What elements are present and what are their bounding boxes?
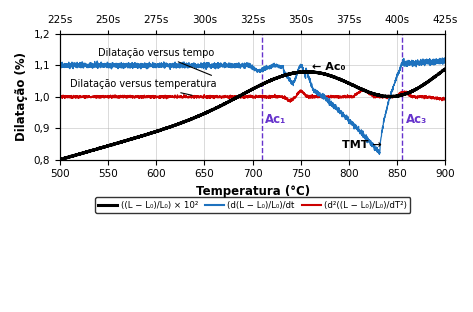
Text: Dilatação versus temperatura: Dilatação versus temperatura [70, 79, 216, 95]
Text: TMT →: TMT → [342, 140, 382, 150]
Y-axis label: Dilatação (%): Dilatação (%) [15, 52, 28, 141]
Text: ← Ac₀: ← Ac₀ [312, 62, 346, 72]
Text: Ac₁: Ac₁ [265, 113, 286, 125]
Text: Ac₃: Ac₃ [406, 113, 427, 125]
Legend: ((L − L₀)/L₀) × 10², (d(L − L₀)/L₀)/dt, (d²((L − L₀)/L₀)/dT²): ((L − L₀)/L₀) × 10², (d(L − L₀)/L₀)/dt, … [95, 197, 411, 213]
X-axis label: Temperatura (°C): Temperatura (°C) [195, 185, 310, 198]
Text: Dilatação versus tempo: Dilatação versus tempo [98, 48, 215, 76]
